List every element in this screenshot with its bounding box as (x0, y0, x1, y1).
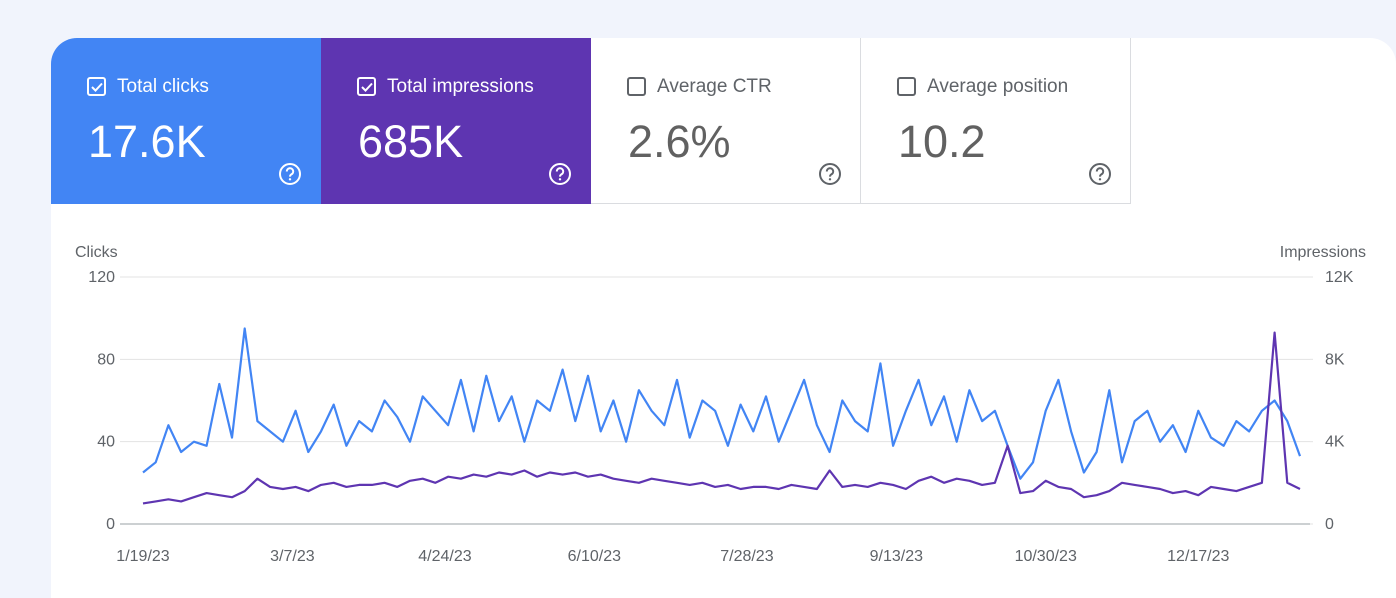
x-tick-label: 7/28/23 (720, 548, 773, 565)
x-tick-label: 4/24/23 (418, 548, 471, 565)
help-glyph (285, 167, 295, 177)
metric-value: 2.6% (628, 116, 731, 167)
metric-value: 685K (358, 116, 464, 167)
checkbox (357, 77, 376, 96)
y2-tick-label: 4K (1325, 434, 1345, 451)
y-axis-title: Clicks (75, 244, 118, 261)
x-tick-label: 6/10/23 (568, 548, 621, 565)
checkbox-frame (357, 77, 376, 96)
help-glyph (1095, 167, 1105, 177)
help-glyph (825, 167, 835, 177)
metric-label: Average CTR (657, 76, 772, 97)
x-tick-label: 1/19/23 (116, 548, 169, 565)
metric-value: 17.6K (88, 116, 206, 167)
help-dot (288, 178, 292, 181)
metric-tile[interactable]: Average position 10.2 (861, 38, 1131, 204)
help-icon (549, 163, 571, 185)
y-tick-label: 40 (97, 434, 115, 451)
series-line (142, 331, 1301, 505)
help-glyph (555, 167, 565, 177)
help-circle (549, 163, 571, 185)
y2-axis-title: Impressions (1280, 244, 1366, 261)
chart: Clicks Impressions 0 40 80 120 0 4K 8K 12K 1/19/23… (75, 244, 1366, 565)
metric-value: 10.2 (898, 116, 986, 167)
y2-tick-label: 12K (1325, 269, 1354, 286)
metric-label: Average position (927, 76, 1069, 97)
help-circle (1089, 163, 1111, 185)
metric-tile[interactable]: Total impressions 685K (321, 38, 591, 204)
help-circle (819, 163, 841, 185)
y-tick-label: 0 (106, 516, 115, 533)
metric-label: Total impressions (387, 76, 534, 97)
help-icon (819, 163, 841, 185)
x-tick-label: 3/7/23 (270, 548, 315, 565)
checkbox-frame (897, 77, 916, 96)
help-dot (558, 178, 562, 181)
checkbox-frame (627, 77, 646, 96)
y-tick-label: 120 (88, 269, 115, 286)
checkbox (627, 77, 646, 96)
performance-card: Total clicks 17.6K Total impressions 685K Av… (51, 38, 1396, 598)
checkbox-frame (87, 77, 106, 96)
y2-tick-label: 0 (1325, 516, 1334, 533)
x-tick-label: 9/13/23 (870, 548, 923, 565)
series-line (142, 327, 1302, 480)
y2-tick-label: 8K (1325, 351, 1345, 368)
checkmark (361, 82, 373, 92)
help-circle (279, 163, 301, 185)
metric-label: Total clicks (117, 76, 209, 97)
help-icon (1089, 163, 1111, 185)
y-tick-label: 80 (97, 351, 115, 368)
x-tick-label: 10/30/23 (1015, 548, 1077, 565)
metric-tile[interactable]: Total clicks 17.6K (51, 38, 321, 204)
metric-tile[interactable]: Average CTR 2.6% (591, 38, 861, 204)
checkbox (897, 77, 916, 96)
help-icon (279, 163, 301, 185)
x-tick-label: 12/17/23 (1167, 548, 1229, 565)
help-dot (828, 178, 832, 181)
checkbox (87, 77, 106, 96)
help-dot (1098, 178, 1102, 181)
checkmark (91, 82, 103, 92)
